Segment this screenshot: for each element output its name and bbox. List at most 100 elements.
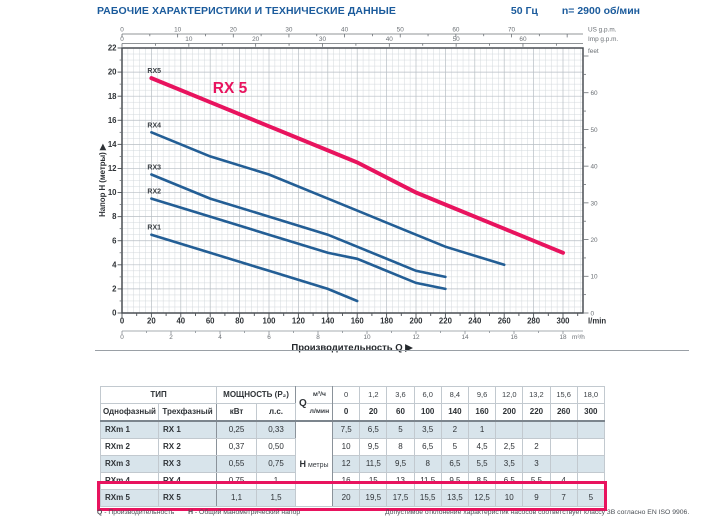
q-m3h-header-cell: 9,6: [467, 386, 497, 404]
q-lmin-header-cell: 220: [522, 403, 551, 422]
axis-tick-label: 10: [108, 188, 117, 197]
q-lmin-header-cell: 160: [467, 403, 497, 422]
axis-tick-label: 30: [591, 200, 599, 207]
axis-tick-label: 30: [319, 36, 327, 43]
page-specs: 50 Гц n= 2900 об/мин: [511, 5, 640, 17]
curve-rx1: [150, 233, 359, 303]
power-hp-value: 1: [256, 472, 297, 490]
axis-tick-label: 20: [108, 68, 117, 77]
frequency-value: 50 Гц: [510, 5, 538, 17]
section-divider: [95, 350, 689, 351]
axis-tick-label: 70: [508, 27, 516, 34]
head-value-cell: 8: [413, 455, 442, 473]
three-phase-header: Трехфазный: [157, 403, 218, 422]
axis-tick-label: 10: [185, 36, 193, 43]
page-header: РАБОЧИЕ ХАРАКТЕРИСТИКИ И ТЕХНИЧЕСКИЕ ДАН…: [97, 5, 640, 17]
axis-tick-label: 60: [591, 90, 599, 97]
spec-table-wrap: ТИП МОЩНОСТЬ (P₂) Q м³/ч л/мин 0 1,2 3,6 6,…: [97, 386, 607, 511]
power-kw-value: 0,75: [216, 472, 258, 490]
axis-tick-label: 40: [176, 317, 185, 326]
power-kw-value: 0,25: [216, 420, 258, 439]
axis-tick-label: 140: [321, 317, 335, 326]
type-group-header: ТИП: [99, 386, 218, 404]
q-lmin-header-cell: 100: [413, 403, 442, 422]
axis-tick-label: 280: [527, 317, 541, 326]
single-phase-model: RXm 5: [100, 489, 159, 507]
head-value-cell: 8: [386, 438, 415, 456]
head-value-cell: 5: [440, 438, 469, 456]
head-value-cell: 7: [549, 489, 578, 507]
q-m3h-header-cell: 0: [332, 386, 361, 404]
axis-tick-label: 40: [341, 27, 349, 34]
m3h-axis-unit: m³/h: [572, 334, 585, 341]
axis-tick-label: 0: [120, 27, 124, 34]
footer: Q - Производительность H - Общий маномет…: [97, 509, 697, 516]
head-value-cell: 3,5: [413, 420, 442, 439]
highlighted-curve-title: RX 5: [213, 80, 248, 97]
axis-tick-label: 4: [218, 334, 222, 341]
axis-tick-label: 20: [230, 27, 238, 34]
q-definition-symbol: Q: [97, 509, 103, 516]
axis-tick-label: 10: [591, 274, 599, 281]
single-phase-model: RXm 4: [100, 472, 159, 490]
q-m3h-header-cell: 3,6: [386, 386, 415, 404]
q-lmin-header-cell: 60: [386, 403, 415, 422]
power-kw-value: 1,1: [216, 489, 258, 507]
axis-tick-label: 2: [112, 285, 117, 294]
axis-tick-label: 30: [285, 27, 293, 34]
h-meters-cell: H метры: [295, 420, 334, 507]
axis-tick-label: 60: [519, 36, 527, 43]
head-value-cell: 11,5: [413, 472, 442, 490]
kw-header: кВт: [216, 403, 258, 422]
hp-header: л.с.: [256, 403, 297, 422]
table-row-rx3: RXm 3 RX 3 0,55 0,75 12 11,5 9,5 8 6,5 5,5 3,5 3: [100, 455, 605, 473]
axis-tick-label: 240: [468, 317, 482, 326]
head-value-cell: 6,5: [495, 472, 524, 490]
q-definition-text: - Производительность: [104, 509, 175, 516]
head-value-cell: 10: [495, 489, 524, 507]
q-m3h-header-cell: 13,2: [522, 386, 551, 404]
power-hp-value: 0,33: [256, 420, 297, 439]
three-phase-model: RX 4: [157, 472, 218, 490]
axis-tick-label: 80: [235, 317, 244, 326]
power-kw-value: 0,37: [216, 438, 258, 456]
head-value-cell: 3,5: [495, 455, 524, 473]
axis-tick-label: 300: [556, 317, 570, 326]
head-value-cell: [495, 420, 524, 439]
q-m3h-header-cell: 15,6: [549, 386, 578, 404]
axis-tick-label: 0: [120, 317, 125, 326]
curve-rx5: [149, 76, 565, 255]
axis-tick-label: 10: [363, 334, 371, 341]
head-value-cell: 3: [522, 455, 551, 473]
legend-definitions: Q - Производительность H - Общий маномет…: [97, 509, 300, 516]
x-axis-title: Производительность Q ▶: [291, 343, 414, 354]
axis-tick-label: 160: [351, 317, 365, 326]
lmin-axis-unit: l/min: [588, 317, 606, 326]
single-phase-model: RXm 2: [100, 438, 159, 456]
table-row-rx4: RXm 4 RX 4 0,75 1 16 15 13 11,5 9,5 8,5 6,5 5,5 4: [100, 472, 605, 490]
q-lmin-header-cell: 260: [549, 403, 578, 422]
head-value-cell: 7,5: [332, 420, 361, 439]
head-value-cell: 13: [386, 472, 415, 490]
axis-tick-label: 12: [412, 334, 420, 341]
head-value-cell: 6,5: [413, 438, 442, 456]
table-header-row-1: ТИП МОЩНОСТЬ (P₂) Q м³/ч л/мин 0 1,2 3,6 6,…: [99, 386, 605, 422]
table-row-rx2: RXm 2 RX 2 0,37 0,50 10 9,5 8 6,5 5 4,5 2,5 2: [100, 438, 605, 456]
power-hp-value: 1,5: [256, 489, 297, 507]
axis-tick-label: 260: [498, 317, 512, 326]
head-value-cell: 8,5: [467, 472, 497, 490]
spec-table: ТИП МОЩНОСТЬ (P₂) Q м³/ч л/мин 0 1,2 3,6 6,…: [99, 386, 605, 507]
imp-gpm-axis-unit: Imp g.p.m.: [588, 36, 618, 43]
head-value-cell: 9,5: [386, 455, 415, 473]
h-symbol: H: [299, 458, 307, 469]
head-value-cell: [576, 438, 605, 456]
power-hp-value: 0,75: [256, 455, 297, 473]
table-body: RXm 1 RX 1 0,25 0,33 H метры 7,5 6,5 5 3,5 2 1 RXm …: [100, 420, 605, 507]
us-gpm-axis-unit: US g.p.m.: [588, 27, 617, 34]
curve-rx4: [150, 131, 506, 267]
axis-tick-label: 18: [559, 334, 567, 341]
axis-tick-label: 20: [252, 36, 260, 43]
head-value-cell: 9: [522, 489, 551, 507]
q-header-cell: Q м³/ч л/мин: [295, 386, 334, 422]
